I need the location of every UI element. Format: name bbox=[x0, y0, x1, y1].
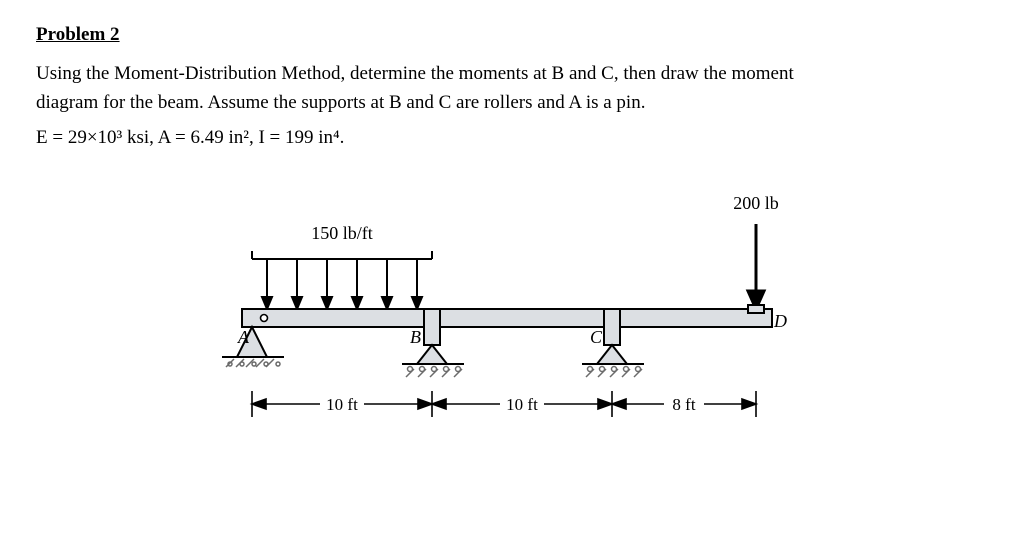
dim-BC: 10 ft bbox=[506, 395, 538, 414]
pin-dot bbox=[261, 315, 268, 322]
label-A: A bbox=[237, 327, 250, 347]
label-C: C bbox=[590, 327, 603, 347]
label-D: D bbox=[773, 311, 787, 331]
statement-line-2: diagram for the beam. Assume the support… bbox=[36, 92, 645, 113]
point-load-label: 200 lb bbox=[733, 193, 779, 213]
problem-statement: Using the Moment-Distribution Method, de… bbox=[36, 60, 988, 117]
problem-parameters: E = 29×10³ ksi, A = 6.49 in², I = 199 in… bbox=[36, 127, 988, 149]
statement-line-1: Using the Moment-Distribution Method, de… bbox=[36, 63, 794, 84]
problem-title: Problem 2 bbox=[36, 24, 988, 46]
label-B: B bbox=[410, 327, 421, 347]
dim-CD: 8 ft bbox=[672, 395, 695, 414]
point-load bbox=[748, 224, 764, 309]
beam-figure: 150 lb/ft 200 lb A bbox=[36, 169, 988, 459]
distributed-load bbox=[252, 251, 432, 309]
beam-svg: 150 lb/ft 200 lb A bbox=[192, 169, 832, 459]
dim-AB: 10 ft bbox=[326, 395, 358, 414]
distributed-load-label: 150 lb/ft bbox=[311, 223, 373, 243]
beam-body bbox=[242, 309, 772, 327]
support-A bbox=[222, 327, 284, 367]
end-plate-D bbox=[748, 305, 764, 313]
